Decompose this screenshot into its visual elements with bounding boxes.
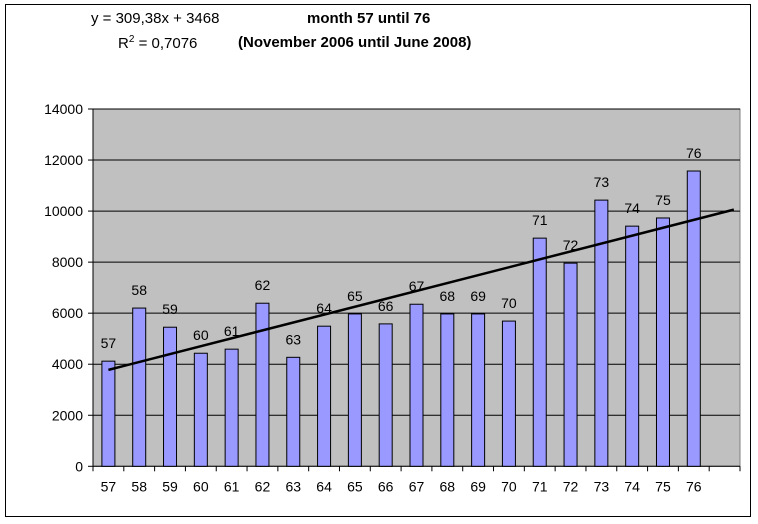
- bar: [501, 320, 516, 467]
- data-label: 62: [255, 277, 271, 293]
- x-tick-label: 73: [594, 478, 610, 494]
- bar: [409, 303, 424, 467]
- data-label: 73: [594, 174, 610, 190]
- bar: [378, 323, 393, 467]
- y-tick-label: 12000: [44, 152, 83, 168]
- bar: [132, 307, 147, 467]
- x-tick-label: 60: [193, 478, 209, 494]
- y-tick-label: 0: [75, 458, 83, 474]
- chart-subtitle: (November 2006 until June 2008): [238, 34, 472, 51]
- x-tick-label: 61: [224, 478, 240, 494]
- r2-label: R: [118, 35, 129, 52]
- chart-title: month 57 until 76: [307, 10, 431, 27]
- data-label: 64: [316, 300, 332, 316]
- x-tick-label: 69: [470, 478, 486, 494]
- x-tick-label: 72: [563, 478, 579, 494]
- x-tick-label: 63: [285, 478, 301, 494]
- bar: [440, 313, 455, 467]
- data-label: 76: [686, 145, 702, 161]
- bar: [317, 325, 332, 467]
- data-label: 61: [224, 323, 240, 339]
- x-tick-label: 67: [409, 478, 425, 494]
- y-tick-label: 6000: [52, 305, 83, 321]
- x-tick-label: 57: [101, 478, 117, 494]
- bar: [255, 302, 270, 467]
- bar: [655, 217, 670, 467]
- x-tick-label: 70: [501, 478, 517, 494]
- x-tick-label: 74: [624, 478, 640, 494]
- bar: [101, 360, 116, 467]
- data-label: 74: [624, 200, 640, 216]
- data-label: 60: [193, 327, 209, 343]
- data-label: 72: [563, 237, 579, 253]
- r2-value: = 0,7076: [134, 35, 198, 52]
- x-tick-label: 62: [255, 478, 271, 494]
- bar: [471, 313, 486, 467]
- y-tick-label: 10000: [44, 203, 83, 219]
- bar: [286, 356, 301, 467]
- x-tick-label: 71: [532, 478, 548, 494]
- bar: [594, 199, 609, 467]
- y-tick-label: 14000: [44, 101, 83, 117]
- x-tick-label: 76: [686, 478, 702, 494]
- bar: [193, 352, 208, 467]
- x-tick-label: 68: [440, 478, 456, 494]
- bar: [532, 237, 547, 467]
- bar: [163, 326, 178, 467]
- x-tick-label: 66: [378, 478, 394, 494]
- bar: [686, 170, 701, 467]
- x-tick-label: 58: [131, 478, 147, 494]
- bar: [625, 225, 640, 467]
- trendline: [108, 208, 735, 372]
- r-squared: R2 = 0,7076: [118, 34, 197, 52]
- data-label: 67: [409, 278, 425, 294]
- data-label: 65: [347, 288, 363, 304]
- x-tick-label: 64: [316, 478, 332, 494]
- x-tick-label: 65: [347, 478, 363, 494]
- trendline-equation: y = 309,38x + 3468: [91, 10, 220, 27]
- data-label: 58: [131, 282, 147, 298]
- data-label: 69: [470, 288, 486, 304]
- bar: [224, 348, 239, 467]
- y-tick-label: 2000: [52, 407, 83, 423]
- data-label: 68: [440, 288, 456, 304]
- y-tick-label: 4000: [52, 356, 83, 372]
- data-label: 59: [162, 301, 178, 317]
- data-label: 63: [285, 331, 301, 347]
- data-label: 66: [378, 298, 394, 314]
- data-label: 71: [532, 212, 548, 228]
- r2-superscript: 2: [128, 34, 135, 45]
- x-tick-label: 75: [655, 478, 671, 494]
- bar: [563, 262, 578, 467]
- chart-frame: [5, 4, 751, 517]
- bar: [347, 313, 362, 467]
- data-label: 70: [501, 295, 517, 311]
- y-tick-label: 8000: [52, 254, 83, 270]
- x-tick-label: 59: [162, 478, 178, 494]
- data-label: 57: [101, 335, 117, 351]
- data-label: 75: [655, 192, 671, 208]
